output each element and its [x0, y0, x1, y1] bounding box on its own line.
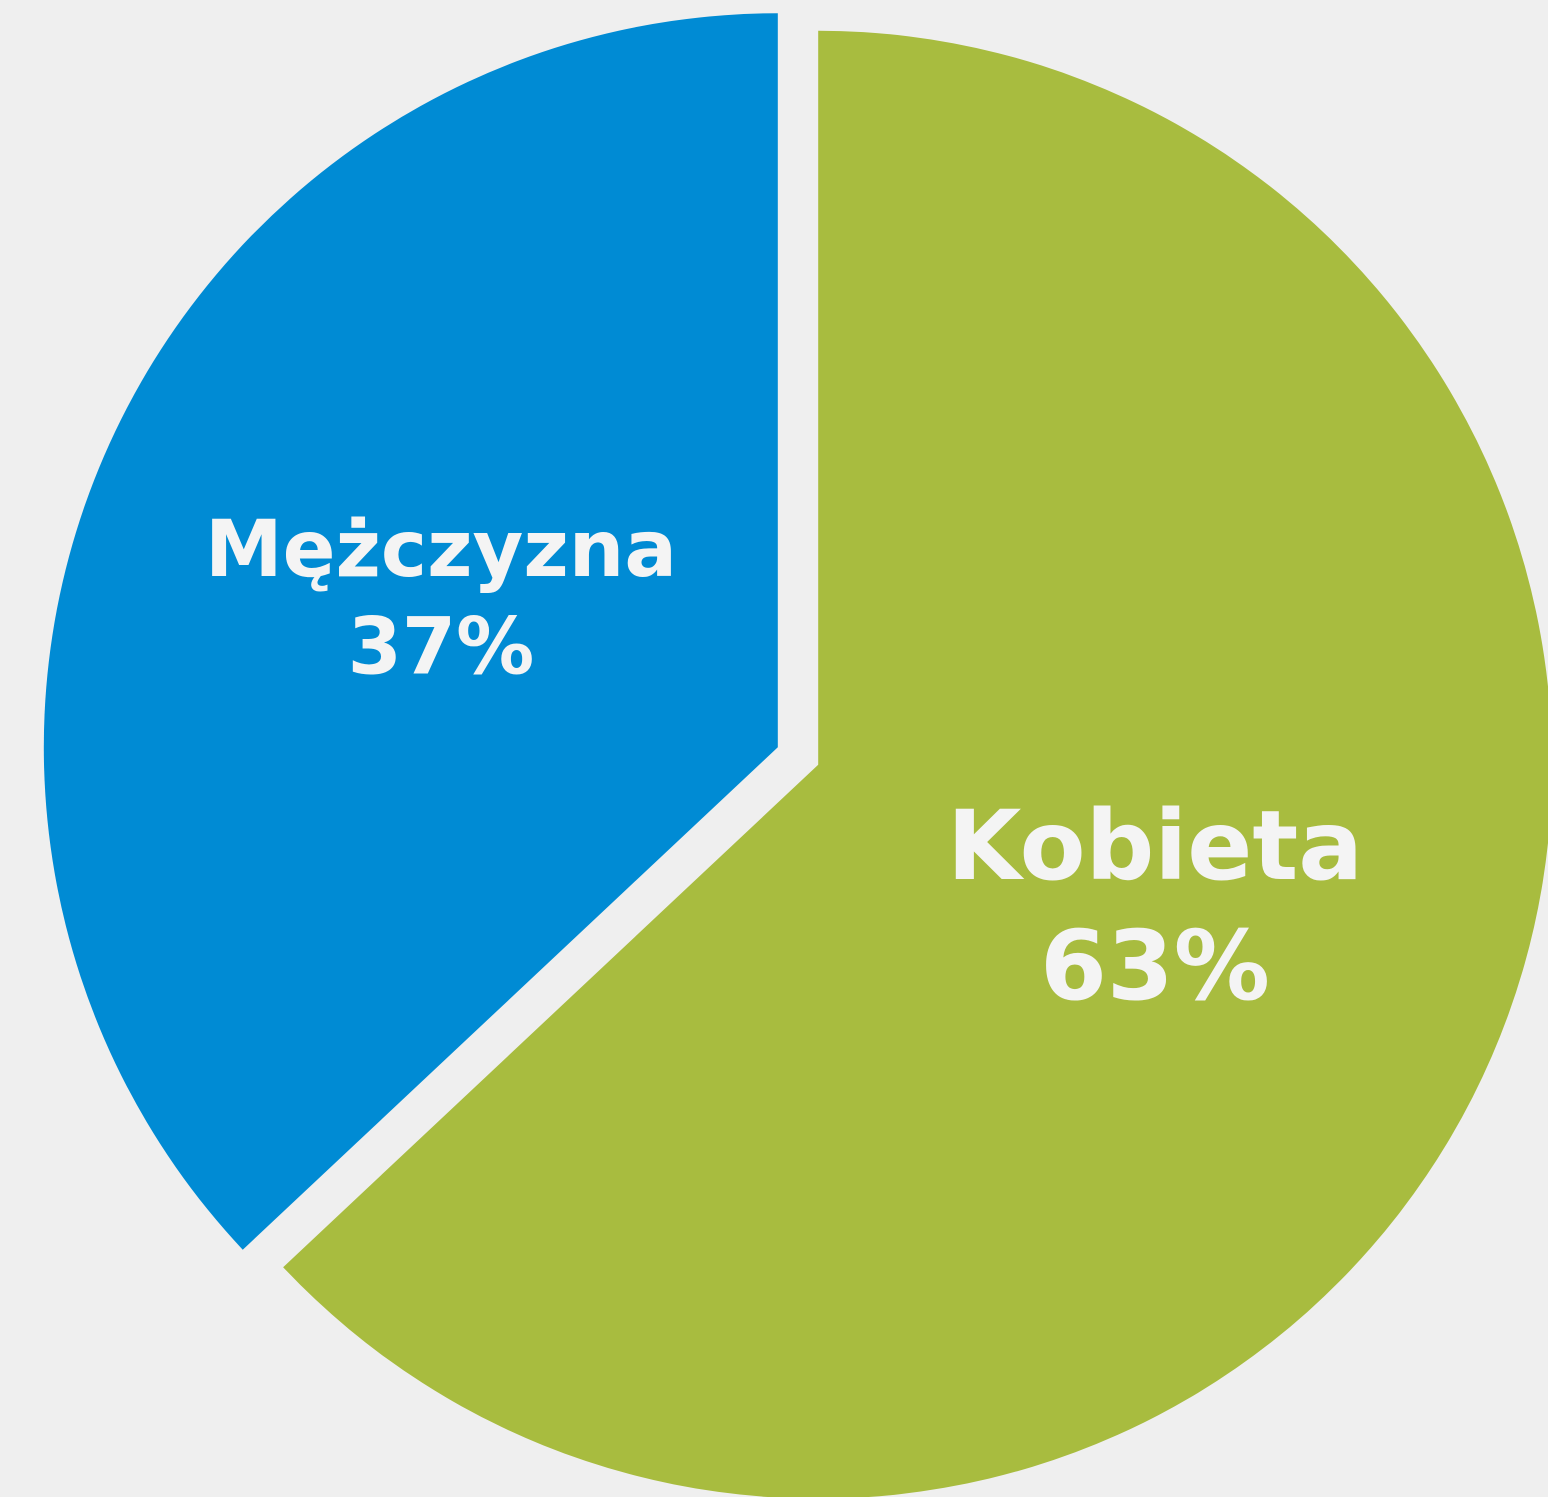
- pie-slice: [283, 30, 1548, 1497]
- slice-label: Mężczyzna: [205, 505, 677, 595]
- slice-label: Kobieta: [947, 790, 1363, 902]
- slice-value-label: 63%: [1040, 910, 1270, 1022]
- slice-value-label: 37%: [348, 603, 535, 693]
- pie-slice: [43, 13, 778, 1250]
